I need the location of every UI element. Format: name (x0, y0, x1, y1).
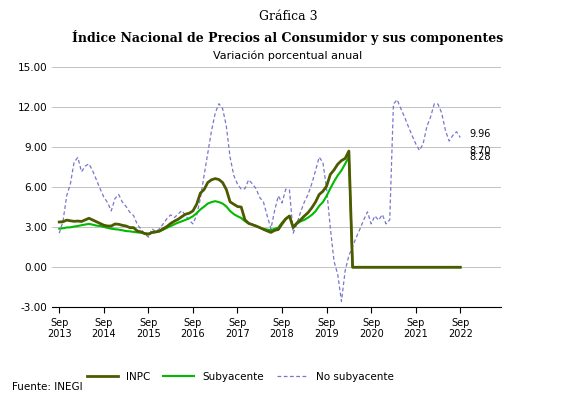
Text: 8.70: 8.70 (469, 146, 491, 156)
Text: Índice Nacional de Precios al Consumidor y sus componentes: Índice Nacional de Precios al Consumidor… (73, 30, 503, 45)
Text: Fuente: INEGI: Fuente: INEGI (12, 382, 82, 392)
Text: 9.96: 9.96 (469, 129, 491, 139)
Text: 8.28: 8.28 (469, 152, 491, 162)
Text: Gráfica 3: Gráfica 3 (259, 10, 317, 23)
Text: Variación porcentual anual: Variación porcentual anual (213, 50, 363, 61)
Legend: INPC, Subyacente, No subyacente: INPC, Subyacente, No subyacente (82, 368, 399, 386)
